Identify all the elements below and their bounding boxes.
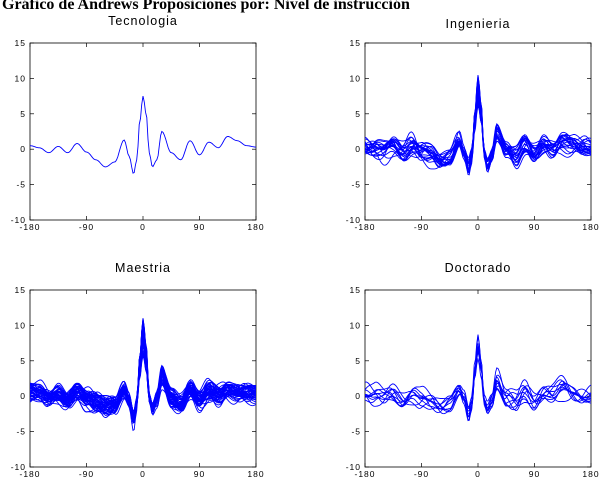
panel-0: Tecnologia -10 -5 0 5 10 15 -180 -90 0 90 180 — [11, 14, 264, 232]
andrews-curve — [365, 81, 591, 171]
andrews-curve — [365, 347, 591, 415]
y-tick-label: 5 — [355, 109, 361, 119]
andrews-curve — [30, 350, 256, 419]
x-tick-label: -180 — [19, 222, 40, 232]
x-tick-label: 180 — [582, 469, 599, 478]
y-tick-label: -5 — [16, 427, 26, 437]
andrews-curve — [30, 345, 256, 416]
y-tick-label: -10 — [11, 462, 26, 472]
x-tick-label: 90 — [194, 222, 205, 232]
andrews-curve — [365, 74, 591, 173]
y-tick-label: 10 — [350, 73, 361, 83]
x-tick-label: 180 — [247, 469, 264, 478]
panel-title: Doctorado — [445, 261, 512, 275]
axes-box — [29, 42, 257, 221]
andrews-curve — [30, 96, 256, 174]
y-tick-label: 10 — [15, 320, 26, 330]
panel-title: Ingenieria — [446, 17, 511, 31]
y-tick-label: 15 — [15, 38, 26, 48]
y-tick-label: 10 — [350, 320, 361, 330]
axes-box — [29, 289, 257, 468]
x-tick-label: 180 — [247, 222, 264, 232]
y-tick-label: -5 — [351, 427, 361, 437]
andrews-curve — [30, 326, 256, 422]
x-tick-label: -90 — [79, 469, 94, 478]
x-tick-label: -180 — [19, 469, 40, 478]
panel-title: Maestria — [115, 261, 171, 275]
curves — [30, 96, 256, 174]
x-tick-label: 90 — [194, 469, 205, 478]
y-tick-label: 5 — [20, 109, 26, 119]
panel-1: Ingenieria -10 -5 0 5 10 15 -180 -90 0 90 180 — [346, 17, 599, 232]
andrews-curve — [365, 88, 591, 173]
y-tick-label: 0 — [355, 391, 361, 401]
y-tick-label: -5 — [351, 180, 361, 190]
y-tick-label: 0 — [355, 144, 361, 154]
figure-title: Gráfico de Andrews Proposiciones por: Ni… — [2, 0, 410, 13]
curves — [365, 334, 591, 422]
x-tick-label: 0 — [140, 222, 146, 232]
panel-2: Maestria -10 -5 0 5 10 15 -180 -90 0 90 180 — [11, 261, 264, 478]
y-tick-label: 5 — [355, 356, 361, 366]
x-tick-label: -90 — [79, 222, 94, 232]
x-tick-label: -90 — [414, 222, 429, 232]
y-tick-label: 5 — [20, 356, 26, 366]
curves — [30, 318, 256, 432]
x-tick-label: 0 — [475, 222, 481, 232]
axes-box — [364, 42, 592, 221]
x-tick-label: 180 — [582, 222, 599, 232]
y-tick-label: 15 — [350, 285, 361, 295]
x-tick-label: -180 — [354, 469, 375, 478]
andrews-curve — [365, 351, 591, 417]
x-tick-label: 0 — [140, 469, 146, 478]
andrews-curve — [30, 355, 256, 418]
y-tick-label: -5 — [16, 180, 26, 190]
panel-title: Tecnologia — [108, 14, 178, 28]
y-tick-label: 15 — [15, 285, 26, 295]
andrews-curve — [365, 346, 591, 422]
x-tick-label: 90 — [529, 222, 540, 232]
y-tick-label: 0 — [20, 391, 26, 401]
curves — [365, 74, 591, 176]
andrews-curve — [365, 105, 591, 173]
x-tick-label: 90 — [529, 469, 540, 478]
y-tick-label: -10 — [11, 215, 26, 225]
x-tick-label: -90 — [414, 469, 429, 478]
panel-3: Doctorado -10 -5 0 5 10 15 -180 -90 0 90 180 — [346, 261, 599, 478]
andrews-curve — [365, 343, 591, 418]
x-tick-label: -180 — [354, 222, 375, 232]
andrews-curve — [365, 75, 591, 170]
y-tick-label: 0 — [20, 144, 26, 154]
y-tick-label: 15 — [350, 38, 361, 48]
y-tick-label: 10 — [15, 73, 26, 83]
x-tick-label: 0 — [475, 469, 481, 478]
andrews-curve — [365, 334, 591, 415]
andrews-curve — [30, 332, 256, 423]
andrews-curve — [365, 101, 591, 167]
y-tick-label: -10 — [346, 462, 361, 472]
y-tick-label: -10 — [346, 215, 361, 225]
